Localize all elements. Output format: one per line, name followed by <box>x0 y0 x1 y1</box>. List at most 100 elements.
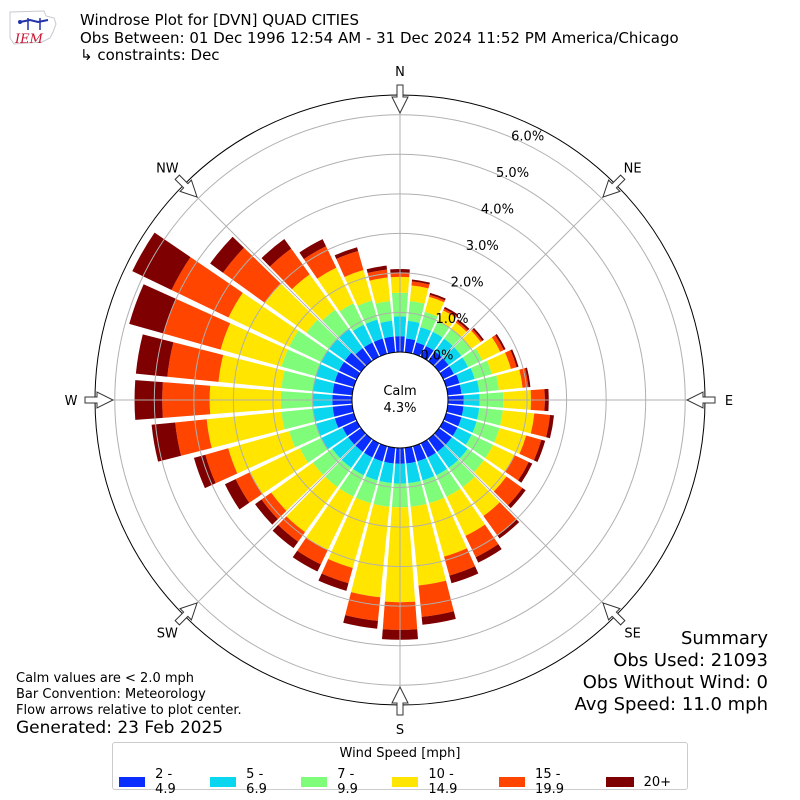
windrose-bar-segment <box>477 375 499 393</box>
windrose-bar-segment <box>420 311 438 332</box>
windrose-bar-segment <box>465 434 494 459</box>
windrose-bar-segment <box>352 324 373 348</box>
windrose-bar-segment <box>434 338 453 358</box>
windrose-bar-segment <box>434 358 449 372</box>
windrose-bar-segment <box>429 294 445 303</box>
windrose-bar-segment <box>459 380 480 394</box>
windrose-bar-segment <box>338 328 363 355</box>
summary-box: Summary Obs Used: 21093 Obs Without Wind… <box>575 628 768 716</box>
calm-label: Calm <box>383 384 416 399</box>
windrose-bar-segment <box>485 444 515 472</box>
windrose-bar-segment <box>325 459 352 488</box>
windrose-bar-segment <box>249 448 309 494</box>
radial-tick-label: 4.0% <box>481 203 514 218</box>
windrose-bar-segment <box>292 550 321 572</box>
windrose-bar-segment <box>446 488 485 536</box>
windrose-bar-segment <box>321 427 348 450</box>
windrose-bar-segment <box>472 327 484 341</box>
windrose-bar-segment <box>366 265 387 274</box>
direction-label: S <box>396 723 404 738</box>
flow-arrow-icon <box>602 602 626 626</box>
windrose-bar-segment <box>458 417 477 433</box>
windrose-bar-segment <box>312 378 335 394</box>
windrose-bar-segment <box>546 414 554 439</box>
windrose-bar-segment <box>318 573 349 591</box>
windrose-bar-segment <box>409 285 429 304</box>
windrose-bar-segment <box>312 406 335 422</box>
windrose-bar-segment <box>373 443 388 462</box>
windrose-bar-segment <box>344 270 373 306</box>
chart-subtitle: Obs Between: 01 Dec 1996 12:54 AM - 31 D… <box>80 29 679 47</box>
windrose-bar-segment <box>348 428 366 445</box>
grid-spoke <box>433 183 617 367</box>
windrose-bar-segment <box>299 239 327 260</box>
windrose-bar-segment <box>373 338 388 357</box>
windrose-bar-segment <box>365 458 383 481</box>
windrose-bar-segment <box>132 232 191 291</box>
windrose-bar-segment <box>428 351 442 366</box>
windrose-bar-segment <box>355 348 372 366</box>
windrose-bar-segment <box>328 497 371 569</box>
windrose-bar-segment <box>462 476 500 517</box>
windrose-bar-segment <box>228 431 295 474</box>
windrose-bar-segment <box>321 350 345 371</box>
legend-label: 5 - 6.9 <box>246 767 267 797</box>
direction-label: NW <box>156 161 179 176</box>
windrose-bar-segment <box>444 328 462 346</box>
windrose-bar-segment <box>352 452 373 476</box>
radial-tick-label: 0.0% <box>420 349 453 364</box>
windrose-bar-segment <box>303 246 337 279</box>
windrose-bar-segment <box>439 420 458 436</box>
windrose-bar-segment <box>341 445 363 468</box>
radial-tick-label: 2.0% <box>451 276 484 291</box>
windrose-bar-segment <box>291 274 336 321</box>
obs-without-wind: Obs Without Wind: 0 <box>582 672 768 693</box>
windrose-bar-segment <box>486 352 511 375</box>
windrose-bar-segment <box>417 458 435 481</box>
generated-date: Generated: 23 Feb 2025 <box>16 718 224 738</box>
windrose-bar-segment <box>171 257 243 318</box>
flow-arrow-icon <box>391 685 409 716</box>
windrose-bar-segment <box>416 327 432 346</box>
arrows-note: Flow arrows relative to plot center. <box>16 703 242 718</box>
windrose-bar-segment <box>261 492 287 520</box>
windrose-bar-segment <box>446 404 464 416</box>
legend-title: Wind Speed [mph] <box>339 746 461 761</box>
windrose-bar-segment <box>475 544 502 563</box>
windrose-bar-segment <box>206 411 285 448</box>
windrose-bar-segment <box>404 446 416 464</box>
windrose-bar-segment <box>420 439 436 458</box>
legend-swatch <box>210 777 237 787</box>
windrose-bar-segment <box>436 469 461 497</box>
windrose-bar-segment <box>321 559 353 584</box>
windrose-bar-segment <box>364 439 380 458</box>
windrose-bar-segment <box>533 439 546 463</box>
windrose-bar-segment <box>317 267 354 312</box>
windrose-bar-segment <box>461 406 480 420</box>
windrose-bar-segment <box>351 503 390 598</box>
windrose-bar-segment <box>175 419 212 456</box>
windrose-bar-segment <box>380 320 394 339</box>
windrose-bar-segment <box>315 363 339 382</box>
windrose-bar-segment <box>449 357 469 375</box>
windrose-bar-segment <box>483 502 517 536</box>
windrose-bar-segment <box>462 348 483 368</box>
legend-swatch <box>605 777 634 787</box>
windrose-bar-segment <box>477 407 503 426</box>
windrose-bar-segment <box>496 369 523 391</box>
windrose-bar-segment <box>406 461 421 484</box>
windrose-bar-segment <box>427 452 448 476</box>
windrose-bar-segment <box>336 251 364 277</box>
windrose-bar-segment <box>445 437 468 459</box>
windrose-bar-segment <box>471 329 483 342</box>
windrose-bar-segment <box>456 368 475 384</box>
windrose-bar-segment <box>411 279 430 285</box>
calm-value: 4.3% <box>383 401 416 416</box>
legend-item: 10 - 14.9 <box>392 767 483 797</box>
notes: Calm values are < 2.0 mph Bar Convention… <box>16 671 242 719</box>
windrose-bar-segment <box>222 247 281 303</box>
windrose-bar-segment <box>342 420 361 436</box>
legend-label: 2 - 4.9 <box>155 767 176 797</box>
windrose-bar-segment <box>334 372 357 388</box>
windrose-bar-segment <box>510 349 519 368</box>
